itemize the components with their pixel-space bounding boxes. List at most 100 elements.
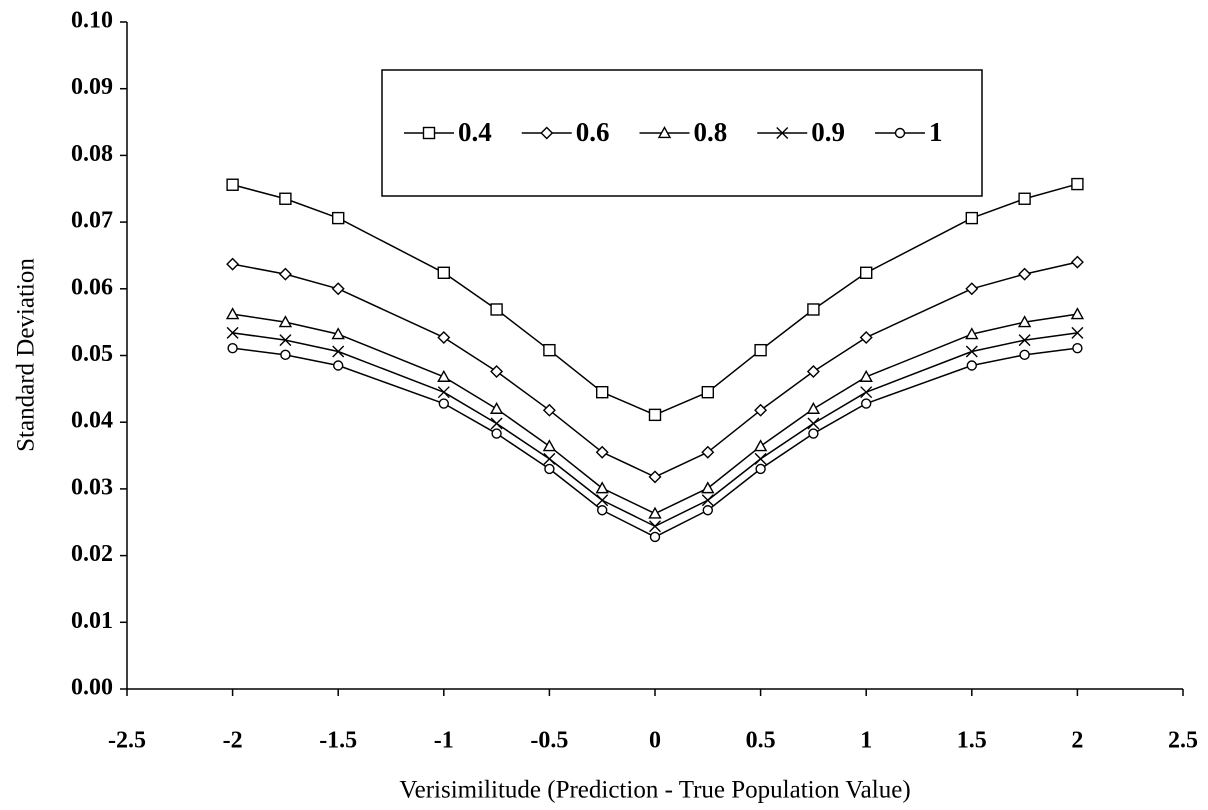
x-tick-label: -0.5 <box>530 728 568 754</box>
marker <box>859 331 873 344</box>
marker <box>544 463 555 475</box>
marker <box>333 360 344 371</box>
x-tick-label: 0.5 <box>746 728 776 754</box>
marker <box>860 266 873 279</box>
x-tick-label: -2.5 <box>108 728 146 754</box>
marker <box>542 439 557 452</box>
marker <box>965 345 978 358</box>
marker <box>596 385 609 399</box>
marker <box>648 506 662 519</box>
marker <box>1018 267 1032 281</box>
marker <box>1017 315 1032 328</box>
marker <box>965 327 979 340</box>
marker <box>490 365 504 378</box>
y-tick-label: 0.09 <box>71 74 113 100</box>
marker <box>437 266 450 279</box>
x-tick-label: 0 <box>649 728 661 754</box>
marker <box>332 345 345 358</box>
legend-label: 0.6 <box>576 117 610 147</box>
marker <box>278 267 292 281</box>
marker <box>437 369 451 382</box>
marker <box>657 126 672 139</box>
y-tick-label: 0.04 <box>71 408 113 434</box>
marker <box>597 505 608 516</box>
marker <box>754 403 768 417</box>
marker <box>595 481 609 494</box>
marker <box>965 282 979 296</box>
marker <box>437 386 450 399</box>
y-tick-label: 0.08 <box>71 141 113 167</box>
y-tick-label: 0.07 <box>71 208 113 234</box>
y-tick-label: 0.02 <box>71 541 113 567</box>
marker <box>491 428 502 439</box>
x-tick-label: 2 <box>1071 728 1083 754</box>
marker <box>861 398 872 409</box>
y-tick-label: 0.06 <box>71 274 113 300</box>
y-tick-label: 0.01 <box>71 608 113 634</box>
marker <box>776 127 789 139</box>
legend-label: 0.9 <box>811 117 845 147</box>
marker <box>701 481 715 494</box>
series-line <box>232 183 1078 416</box>
marker <box>331 282 345 296</box>
marker <box>226 257 240 271</box>
marker <box>332 211 345 225</box>
y-tick-label: 0.10 <box>71 8 113 34</box>
y-tick-label: 0.03 <box>71 474 113 500</box>
marker <box>278 315 293 328</box>
marker <box>649 531 661 543</box>
marker <box>542 403 556 417</box>
legend-label: 0.4 <box>458 117 492 147</box>
marker <box>279 192 292 205</box>
marker <box>1070 307 1085 320</box>
marker <box>894 127 906 139</box>
marker <box>965 211 978 225</box>
marker <box>596 494 609 507</box>
marker <box>437 331 451 344</box>
marker <box>438 398 449 409</box>
marker <box>859 369 873 382</box>
marker <box>279 334 292 347</box>
marker <box>422 126 436 140</box>
marker <box>543 452 556 465</box>
x-tick-label: 1.5 <box>957 728 987 754</box>
marker <box>490 303 503 316</box>
marker <box>489 401 504 414</box>
marker <box>1071 177 1084 191</box>
marker <box>227 342 238 354</box>
marker <box>754 452 767 465</box>
x-tick-label: -2 <box>223 728 243 754</box>
marker <box>280 349 291 361</box>
marker <box>755 463 766 475</box>
y-axis-title: Standard Deviation <box>13 258 40 452</box>
marker <box>1072 342 1083 354</box>
marker <box>860 386 873 399</box>
marker <box>1070 255 1084 269</box>
marker <box>595 445 609 459</box>
marker <box>753 439 768 452</box>
y-tick-label: 0.05 <box>71 341 113 367</box>
x-tick-label: 2.5 <box>1168 728 1198 754</box>
marker <box>966 360 977 371</box>
marker <box>226 178 239 191</box>
marker <box>807 417 820 430</box>
series-line <box>232 332 1078 528</box>
marker <box>226 326 239 339</box>
marker <box>806 365 820 378</box>
legend-label: 1 <box>929 117 943 147</box>
marker <box>1018 334 1031 347</box>
marker <box>648 470 662 484</box>
marker <box>808 428 819 439</box>
marker <box>754 343 767 357</box>
marker <box>1071 326 1084 339</box>
marker <box>543 343 556 357</box>
marker <box>1018 192 1031 205</box>
marker <box>701 385 714 399</box>
x-tick-label: -1.5 <box>319 728 357 754</box>
marker <box>807 303 820 316</box>
marker <box>1019 349 1030 361</box>
y-tick-label: 0.00 <box>71 675 113 701</box>
x-tick-label: 1 <box>860 728 872 754</box>
marker <box>701 445 715 459</box>
